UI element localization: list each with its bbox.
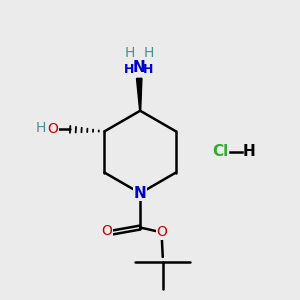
- Text: H: H: [35, 122, 46, 135]
- Text: H: H: [243, 145, 256, 160]
- Text: N: N: [133, 60, 146, 75]
- Text: O: O: [101, 224, 112, 239]
- Text: Cl: Cl: [212, 145, 229, 160]
- Text: O: O: [47, 122, 58, 136]
- Text: O: O: [156, 225, 167, 239]
- Text: H: H: [143, 63, 153, 76]
- Text: H: H: [124, 46, 135, 60]
- Text: N: N: [134, 186, 147, 201]
- Text: H: H: [144, 46, 154, 60]
- Polygon shape: [136, 78, 142, 111]
- Text: H: H: [124, 63, 135, 76]
